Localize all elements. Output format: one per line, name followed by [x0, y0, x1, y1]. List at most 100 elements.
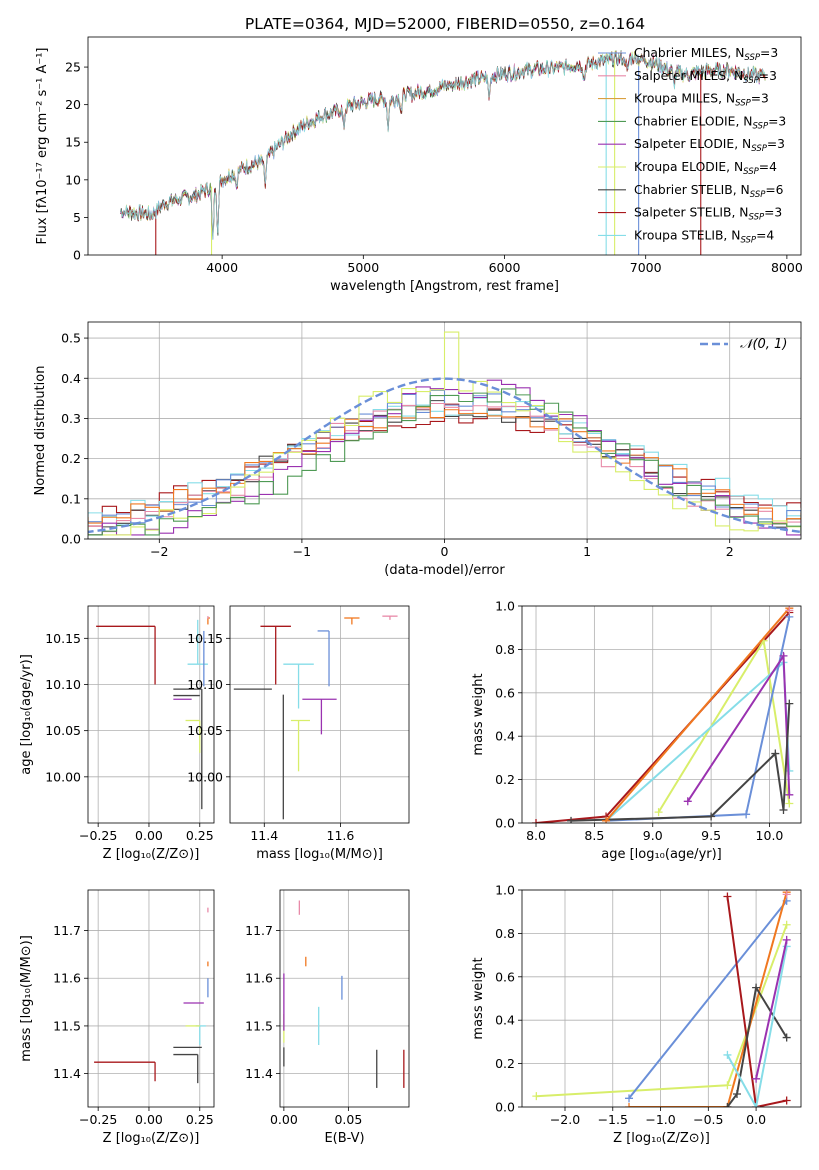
- spectrum-axes: 4000 5000 6000 7000 8000 0 5 10 15 20 25 wavelength…: [35, 48, 803, 295]
- weight_vs_Z-xtick-label: −0.5: [693, 1112, 723, 1127]
- mass_vs_Z-ytick-label: 11.7: [53, 923, 81, 938]
- spectrum-frame: [87, 36, 802, 256]
- weight_vs_Z-marker: [782, 1096, 791, 1105]
- weight_vs_age-ytick-label: 0.8: [495, 642, 515, 657]
- mass_vs_Z-ytick-label: 11.6: [53, 971, 81, 986]
- mass_vs_Z-xtick-label: 0.00: [135, 1112, 163, 1127]
- age_vs_Z-axes: −0.25 0.00 0.25 10.00 10.05 10.10 10.15 Z [log₁…: [19, 631, 214, 862]
- weight_vs_Z-ytick-label: 0.8: [495, 926, 515, 941]
- mass_vs_EBV-points: [283, 900, 405, 1088]
- spectrum-ytick-label: 25: [65, 60, 81, 75]
- weight_vs_Z-xtick-label: 0.0: [746, 1112, 766, 1127]
- age_vs_mass-xlabel: mass [log₁₀(M/M⊙)]: [256, 847, 383, 862]
- mass_vs_Z-grid: [88, 890, 214, 1107]
- mass_vs_Z-xtick-label: 0.25: [186, 1112, 214, 1127]
- spectrum-ylabel: Flux [fλ10⁻¹⁷ erg cm⁻² s⁻¹ A⁻¹]: [35, 48, 50, 245]
- weight_vs_Z-frame: [521, 889, 802, 1108]
- spectrum-xtick-label: 6000: [489, 260, 521, 275]
- weight_vs_age-marker: [771, 749, 780, 758]
- mass_vs_Z-points: [94, 907, 209, 1084]
- spectrum-ytick-label: 15: [65, 135, 81, 150]
- residuals-frame: [87, 321, 802, 540]
- weight_vs_age-marker: [785, 606, 794, 615]
- weight_vs_age-marker: [785, 699, 794, 708]
- weight_vs_Z-marker: [782, 890, 791, 899]
- age_vs_mass-xtick-label: 11.6: [327, 828, 355, 843]
- weight_vs_Z-ylabel: mass weight: [471, 957, 486, 1039]
- weight_vs_Z-axes: −2.0 −1.5 −1.0 −0.5 0.0 0.0 0.2 0.4 0.6 0.8 1.0 Z […: [471, 883, 801, 1146]
- spectrum-ytick-label: 10: [65, 172, 81, 187]
- weight_vs_age-frame: [521, 605, 802, 824]
- weight_vs_age-ytick-label: 0.4: [495, 729, 515, 744]
- weight_vs_Z-ytick-label: 0.4: [495, 1013, 515, 1028]
- weight_vs_age-axes: 8.0 8.5 9.0 9.5 10.0 0.0 0.2 0.4 0.6 0.8 1.0 age [l…: [471, 599, 801, 862]
- age_vs_Z-frame: [87, 605, 215, 824]
- residuals-ylabel: Normed distribution: [33, 366, 48, 496]
- mass_vs_Z-ylabel: mass [log₁₀(M/M⊙)]: [19, 935, 34, 1062]
- legend-label: Kroupa STELIB, NSSP=4: [634, 228, 774, 245]
- weight_vs_age-marker: [532, 819, 541, 823]
- spectrum-legend: Chabrier MILES, NSSP=3 Salpeter MILES, NS…: [598, 46, 786, 245]
- spectrum-ytick-label: 5: [73, 210, 81, 225]
- weight_vs_Z-line: [629, 891, 788, 1107]
- mass_vs_Z-xtick-label: −0.25: [79, 1112, 117, 1127]
- weight_vs_age-marker: [785, 790, 794, 799]
- spectrum-xtick-label: 5000: [347, 260, 379, 275]
- weight_vs_Z-marker: [752, 1103, 761, 1107]
- spectrum-ytick-label: 20: [65, 97, 81, 112]
- residuals-xlabel: (data-model)/error: [384, 563, 505, 578]
- residuals-ytick-label: 0.4: [61, 371, 81, 386]
- legend-label: Salpeter MILES, NSSP=3: [634, 69, 777, 86]
- residuals-hist-group: [88, 331, 801, 536]
- legend-label: Salpeter ELODIE, NSSP=3: [634, 137, 785, 154]
- residuals-ytick-label: 0.5: [61, 331, 81, 346]
- mass_vs_EBV-xtick-label: 0.00: [270, 1112, 298, 1127]
- age_vs_mass-xtick-label: 11.4: [250, 828, 278, 843]
- weight_vs_Z-marker: [625, 1103, 634, 1107]
- mass_vs_Z-ytick-label: 11.4: [53, 1066, 81, 1081]
- weight_vs_Z-xtick-label: −1.5: [598, 1112, 628, 1127]
- age_vs_mass-ytick-label: 10.10: [187, 677, 223, 692]
- legend-label: Salpeter STELIB, NSSP=3: [634, 206, 782, 223]
- weight_vs_Z-marker: [723, 892, 732, 901]
- weight_vs_age-marker: [567, 816, 576, 823]
- weight_vs_Z-xlabel: Z [log₁₀(Z/Z⊙)]: [613, 1131, 710, 1146]
- spectrum-xtick-label: 7000: [630, 260, 662, 275]
- legend-label: Kroupa MILES, NSSP=3: [634, 92, 769, 109]
- residuals-xtick-label: 0: [441, 544, 449, 559]
- weight_vs_age-marker: [654, 808, 663, 817]
- residuals-ytick-label: 0.3: [61, 411, 81, 426]
- spectrum-xtick-label: 4000: [206, 260, 238, 275]
- age_vs_mass-axes: 11.4 11.6 10.00 10.05 10.10 10.15 mass [log₁₀(…: [187, 631, 383, 862]
- weight_vs_age-marker: [779, 651, 788, 660]
- weight_vs_age-xtick-label: 9.5: [701, 828, 721, 843]
- weight_vs_Z-xtick-label: −2.0: [550, 1112, 580, 1127]
- residuals-hist-salpeter_elodie: [88, 379, 801, 536]
- weight_vs_age-ytick-label: 0.2: [495, 772, 515, 787]
- mass_vs_Z-axes: −0.25 0.00 0.25 11.4 11.5 11.6 11.7 Z [log₁₀(Z/…: [19, 923, 214, 1146]
- weight_vs_Z-line: [726, 896, 787, 1107]
- age_vs_Z-grid: [88, 606, 214, 823]
- mass_vs_Z-frame: [87, 889, 215, 1108]
- weight_vs_age-xtick-label: 8.5: [584, 828, 604, 843]
- weight_vs_Z-marker: [723, 1050, 732, 1059]
- weight_vs_age-marker: [785, 799, 794, 808]
- residuals-xtick-label: 2: [726, 544, 734, 559]
- weight_vs_Z-line: [726, 946, 788, 1107]
- weight_vs_age-ytick-label: 0.6: [495, 685, 515, 700]
- weight_vs_Z-marker: [782, 1033, 791, 1042]
- weight_vs_age-grid: [522, 605, 801, 824]
- weight_vs_age-series: [532, 606, 794, 823]
- weight_vs_age-xtick-label: 8.0: [526, 828, 546, 843]
- residuals-xtick-label: 1: [583, 544, 591, 559]
- legend-label: Kroupa ELODIE, NSSP=4: [634, 160, 777, 177]
- weight_vs_age-line: [605, 607, 791, 822]
- legend-label: Chabrier ELODIE, NSSP=3: [634, 114, 786, 131]
- residuals-xtick-label: −1: [293, 544, 311, 559]
- weight_vs_age-marker: [602, 816, 611, 823]
- residuals-ytick-label: 0.1: [61, 491, 81, 506]
- weight_vs_Z-xtick-label: −1.0: [645, 1112, 675, 1127]
- weight_vs_Z-marker: [532, 1092, 541, 1101]
- residuals-gaussian: [88, 377, 801, 534]
